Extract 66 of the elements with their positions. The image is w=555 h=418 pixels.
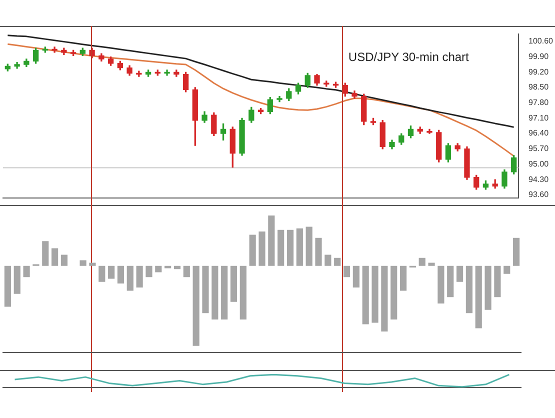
bar xyxy=(418,258,426,266)
bar xyxy=(428,262,435,266)
bar xyxy=(438,266,444,304)
bar xyxy=(230,266,238,302)
y-tick-label: 100.60 xyxy=(528,36,554,46)
bar xyxy=(192,266,200,346)
y-tick-label: 95.70 xyxy=(528,144,550,154)
bar xyxy=(372,266,378,323)
bar xyxy=(504,266,510,274)
bar xyxy=(155,266,162,272)
bar xyxy=(400,266,407,291)
bar xyxy=(42,241,49,266)
bar xyxy=(14,266,20,294)
y-tick-label: 93.60 xyxy=(528,190,550,200)
bar xyxy=(278,230,284,266)
bar xyxy=(52,248,58,266)
bar xyxy=(23,266,30,278)
bar xyxy=(324,254,332,266)
bar xyxy=(117,266,124,284)
y-tick-label: 99.20 xyxy=(528,67,550,76)
bar xyxy=(268,216,275,266)
bar xyxy=(258,232,266,266)
bar xyxy=(494,266,501,298)
bar xyxy=(221,266,228,320)
bar xyxy=(183,266,190,278)
bar xyxy=(146,266,152,278)
bar xyxy=(447,266,454,298)
y-tick-label: 99.90 xyxy=(528,52,550,62)
y-tick-label: 98.50 xyxy=(528,82,550,92)
annotation: USD/JPY 30-min chart xyxy=(348,50,470,64)
bar xyxy=(362,266,369,324)
y-tick-label: 97.80 xyxy=(528,98,550,108)
bar xyxy=(484,266,492,310)
bar xyxy=(108,266,115,279)
bar xyxy=(240,266,246,320)
bar xyxy=(296,228,303,266)
bar xyxy=(466,266,472,314)
bar xyxy=(164,266,172,268)
bar xyxy=(4,266,12,307)
bar xyxy=(475,266,482,328)
candlestick xyxy=(164,70,170,76)
bar xyxy=(315,238,322,266)
bar xyxy=(126,266,134,291)
y-tick-label: 96.40 xyxy=(528,128,550,138)
bar xyxy=(60,254,68,266)
bar xyxy=(212,266,218,320)
bar xyxy=(286,230,294,266)
candlestick xyxy=(52,46,58,53)
y-tick-label: 94.30 xyxy=(528,174,550,184)
bar xyxy=(512,238,520,266)
bar xyxy=(306,226,312,266)
bar xyxy=(80,260,86,266)
bar xyxy=(249,234,256,266)
bar xyxy=(343,266,350,278)
bar xyxy=(456,266,464,282)
bar xyxy=(390,266,398,320)
bar xyxy=(98,266,106,282)
bar xyxy=(89,262,96,266)
bar xyxy=(381,266,388,332)
y-tick-label: 97.10 xyxy=(528,113,550,122)
bar xyxy=(202,266,209,314)
y-tick-label: 95.00 xyxy=(528,159,550,168)
bar xyxy=(352,266,360,288)
bar xyxy=(334,258,341,266)
bar xyxy=(136,266,143,288)
bar xyxy=(174,266,181,270)
